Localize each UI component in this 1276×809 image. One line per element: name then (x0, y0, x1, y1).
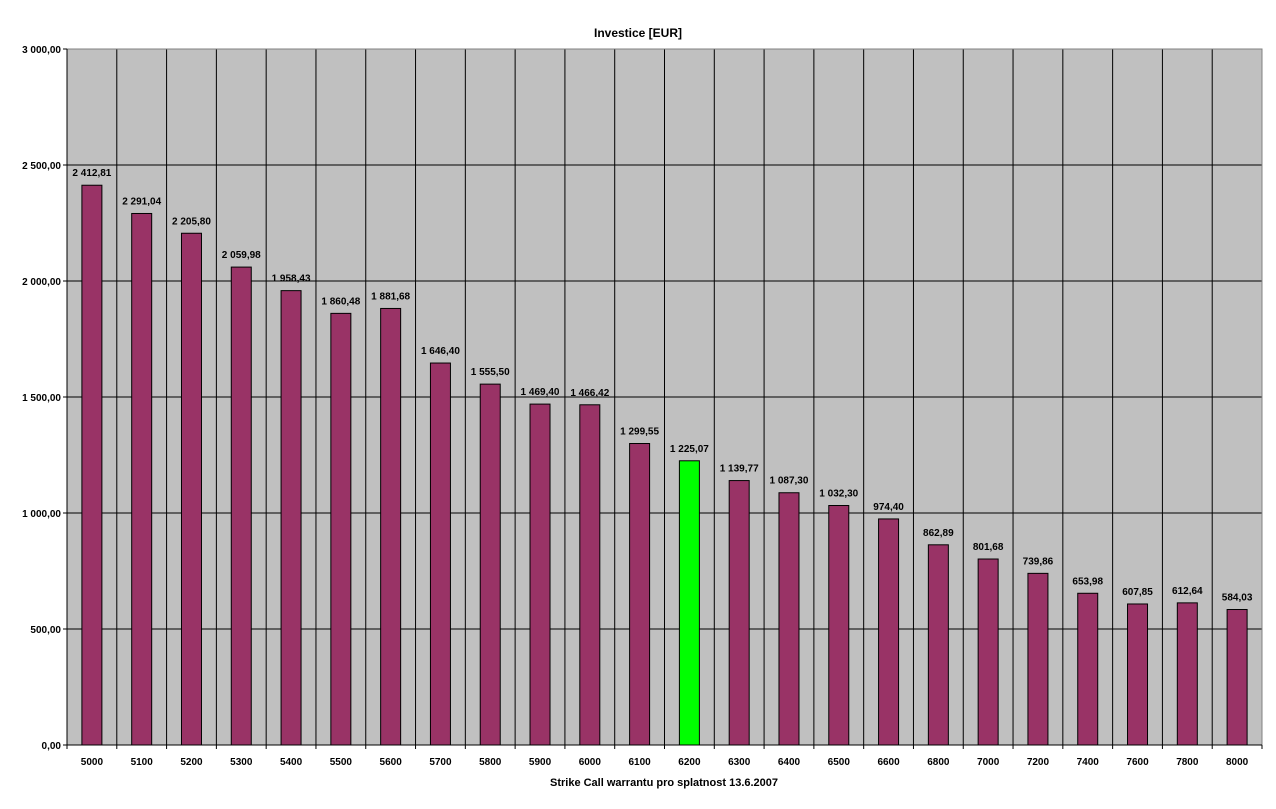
gridlines (66, 48, 1263, 746)
bar-5500 (330, 312, 352, 746)
x-axis: 5000 5100 5200 5300 5400 5500 5600 5700 5800 5900… (66, 744, 1263, 768)
bar-5800 (479, 383, 501, 746)
x-tick-label: 7600 (1126, 757, 1149, 768)
bar-7600 (1127, 603, 1149, 746)
x-tick-label: 6000 (579, 757, 602, 768)
y-tick-label: 2 000,00 (22, 277, 61, 288)
x-tick-label: 5100 (131, 757, 154, 768)
bar-5000 (81, 184, 103, 746)
data-label-5500: 1 860,48 (321, 296, 360, 307)
y-tick-label: 0,00 (42, 741, 62, 752)
data-label-6200: 1 225,07 (670, 444, 709, 455)
data-label-7600: 607,85 (1122, 587, 1153, 598)
bar-5900 (529, 403, 551, 746)
chart-title: Investice [EUR] (594, 26, 682, 40)
data-label-6300: 1 139,77 (720, 464, 759, 475)
bar-5300 (230, 266, 252, 746)
x-tick-label: 7000 (977, 757, 1000, 768)
bar-5600 (380, 307, 402, 746)
data-label-5900: 1 469,40 (521, 387, 560, 398)
x-axis-title: Strike Call warrantu pro splatnost 13.6.… (550, 777, 778, 789)
data-label-5700: 1 646,40 (421, 346, 460, 357)
y-tick-label: 500,00 (30, 625, 61, 636)
bar-6000 (579, 404, 601, 746)
x-tick-label: 8000 (1226, 757, 1249, 768)
y-tick-label: 3 000,00 (22, 45, 61, 56)
x-tick-label: 5000 (81, 757, 104, 768)
bar-5700 (429, 362, 451, 746)
bar-5100 (131, 212, 153, 746)
x-tick-label: 5600 (380, 757, 403, 768)
bars (81, 184, 1248, 746)
x-tick-label: 6200 (678, 757, 701, 768)
data-label-5100: 2 291,04 (122, 196, 161, 207)
bar-5400 (280, 290, 302, 746)
data-label-7800: 612,64 (1172, 586, 1203, 597)
x-tick-label: 6300 (728, 757, 751, 768)
x-tick-label: 5800 (479, 757, 502, 768)
bar-6500 (828, 505, 850, 746)
data-label-5800: 1 555,50 (471, 367, 510, 378)
bar-6300 (728, 480, 750, 746)
x-tick-label: 5500 (330, 757, 353, 768)
data-label-6800: 862,89 (923, 528, 954, 539)
x-tick-label: 6400 (778, 757, 801, 768)
bar-6100 (629, 443, 651, 746)
x-tick-label: 5700 (429, 757, 452, 768)
data-labels: 2 412,81 2 291,04 2 205,80 2 059,98 1 958,43… (72, 168, 1252, 603)
data-label-7400: 653,98 (1072, 576, 1103, 587)
data-label-7000: 801,68 (973, 542, 1004, 553)
y-axis: 0,00 500,00 1 000,00 1 500,00 2 000,00 2 500,… (22, 45, 68, 752)
bar-7000 (977, 558, 999, 746)
x-tick-label: 6600 (877, 757, 900, 768)
bar-6400 (778, 492, 800, 746)
data-label-6600: 974,40 (873, 502, 904, 513)
bar-8000 (1226, 609, 1248, 746)
data-label-6500: 1 032,30 (819, 489, 858, 500)
x-tick-label: 6800 (927, 757, 950, 768)
x-tick-label: 6100 (628, 757, 651, 768)
data-label-5200: 2 205,80 (172, 216, 211, 227)
y-tick-label: 1 500,00 (22, 393, 61, 404)
data-label-6000: 1 466,42 (570, 388, 609, 399)
bar-7400 (1077, 592, 1099, 746)
y-tick-label: 2 500,00 (22, 161, 61, 172)
bar-6800 (927, 544, 949, 746)
y-tick-label: 1 000,00 (22, 509, 61, 520)
bar-6200 (678, 460, 700, 746)
data-label-7200: 739,86 (1023, 556, 1054, 567)
x-tick-label: 7200 (1027, 757, 1050, 768)
bar-7800 (1176, 602, 1198, 746)
x-tick-label: 5400 (280, 757, 303, 768)
data-label-6100: 1 299,55 (620, 427, 659, 438)
data-label-5600: 1 881,68 (371, 291, 410, 302)
x-tick-label: 5200 (180, 757, 203, 768)
data-label-5400: 1 958,43 (272, 274, 311, 285)
bar-7200 (1027, 572, 1049, 746)
data-label-6400: 1 087,30 (770, 476, 809, 487)
x-tick-label: 6500 (828, 757, 851, 768)
bar-5200 (180, 232, 202, 746)
x-tick-label: 7800 (1176, 757, 1199, 768)
x-tick-label: 5900 (529, 757, 552, 768)
x-tick-label: 5300 (230, 757, 253, 768)
bar-6600 (878, 518, 900, 746)
data-label-5300: 2 059,98 (222, 250, 261, 261)
data-label-5000: 2 412,81 (72, 168, 111, 179)
data-label-8000: 584,03 (1222, 593, 1253, 604)
x-tick-label: 7400 (1077, 757, 1100, 768)
